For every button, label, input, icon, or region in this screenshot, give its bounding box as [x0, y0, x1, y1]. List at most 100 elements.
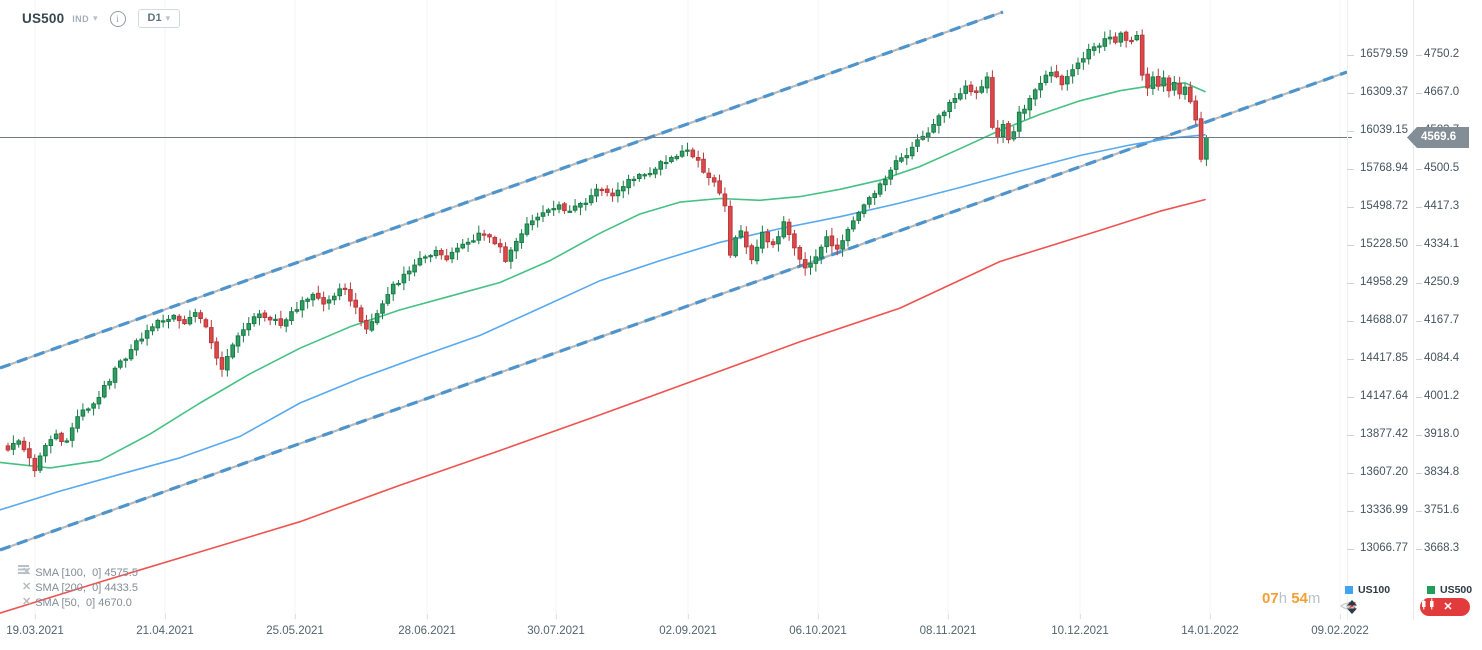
candle-body	[851, 220, 856, 230]
sma-100-line[interactable]	[0, 134, 1206, 511]
close-icon[interactable]: ✕	[22, 596, 32, 608]
us500-series-chip[interactable]: US500	[1427, 584, 1472, 596]
candle-body	[1161, 77, 1166, 87]
candle-body	[765, 231, 771, 243]
candle-body	[1156, 76, 1161, 87]
candle-body	[5, 445, 11, 451]
us100-axis-tick: 14417.85	[1360, 352, 1408, 364]
candle-body	[931, 124, 936, 133]
us500-axis-tick: 3668.3	[1424, 542, 1460, 554]
candle-body	[219, 357, 225, 370]
candle-body	[299, 300, 305, 311]
candlestick-icon	[1422, 598, 1434, 610]
candle-body	[107, 381, 112, 386]
time-axis-label: 21.04.2021	[136, 625, 194, 637]
candle-body	[1150, 76, 1156, 89]
us100-axis-tick: 14147.64	[1360, 390, 1408, 402]
candle-body	[519, 233, 524, 243]
candle-body	[706, 172, 712, 179]
candle-body	[802, 259, 808, 269]
candle-body	[621, 186, 626, 192]
candle-body	[754, 246, 760, 262]
candle-body	[760, 231, 765, 249]
candle-body	[711, 177, 717, 183]
candle-body	[358, 307, 364, 322]
candle-body	[321, 297, 326, 305]
candle-body	[792, 233, 797, 249]
close-icon[interactable]: ✕	[22, 581, 32, 593]
info-icon[interactable]: i	[109, 10, 126, 27]
candle-body	[941, 111, 947, 117]
candle-body	[385, 294, 391, 304]
close-chart-button[interactable]: ✕	[1420, 598, 1470, 616]
candle-body	[1102, 38, 1108, 47]
sma-label: SMA [200, 0]	[35, 581, 102, 594]
candle-body	[48, 439, 54, 447]
time-axis-label: 08.11.2021	[919, 625, 977, 637]
candle-body	[283, 319, 289, 327]
us100-axis-tick: 16039.15	[1360, 124, 1408, 136]
us100-axis-tickmark	[1347, 207, 1354, 208]
us500-axis-tickmark	[1416, 549, 1422, 550]
countdown-minutes-unit: m	[1307, 590, 1321, 607]
candle-body	[1123, 31, 1129, 41]
us100-axis-tick: 15768.94	[1360, 162, 1408, 174]
candle-body	[1027, 98, 1033, 111]
us500-axis-tickmark	[1416, 55, 1422, 56]
candle-body	[1054, 71, 1059, 78]
candle-body	[417, 257, 423, 266]
candle-body	[626, 179, 631, 189]
time-axis-label: 09.02.2022	[1311, 625, 1369, 637]
us500-axis-tickmark	[1416, 207, 1422, 208]
sort-arrows-icon[interactable]	[1346, 600, 1358, 614]
us100-series-chip[interactable]: US100	[1345, 584, 1390, 596]
candle-body	[364, 319, 369, 330]
candle-body	[75, 416, 80, 429]
candle-body	[1065, 76, 1070, 85]
candle-body	[310, 293, 316, 301]
settings-icon[interactable]	[18, 565, 29, 574]
timeframe-dropdown[interactable]: D1 ▾	[137, 9, 181, 28]
candle-body	[1006, 123, 1011, 141]
us100-axis-tickmark	[1347, 93, 1354, 94]
candle-body	[797, 247, 803, 260]
trend-channel-line-dashes[interactable]	[0, 70, 1347, 552]
candle-body	[856, 212, 862, 221]
us500-axis-tick: 4750.2	[1424, 48, 1460, 60]
candle-body	[439, 250, 444, 256]
candle-body	[909, 146, 915, 157]
sma-50-line[interactable]	[0, 82, 1206, 469]
candle-body	[326, 299, 332, 304]
us500-axis-tickmark	[1416, 511, 1422, 512]
candle-body	[717, 180, 722, 194]
us500-axis-tick: 4500.5	[1424, 162, 1460, 174]
candle-body	[27, 448, 32, 459]
time-axis-label: 30.07.2021	[527, 625, 585, 637]
trend-channel-line-dashes[interactable]	[0, 10, 1004, 370]
candle-body	[1022, 108, 1027, 114]
candle-body	[893, 160, 899, 170]
candle-body	[974, 90, 979, 94]
candle-body	[604, 188, 610, 193]
candle-body	[176, 315, 182, 322]
us500-axis-tick: 4417.3	[1424, 200, 1460, 212]
candle-body	[535, 216, 541, 221]
candle-body	[316, 292, 321, 299]
chart-header: US500 IND ▾ i D1 ▾	[22, 9, 181, 28]
time-axis-tickmark	[688, 614, 689, 619]
chevron-down-icon[interactable]: ▾	[92, 13, 98, 23]
candle-body	[246, 323, 251, 331]
time-axis-tickmark	[1210, 614, 1211, 619]
candle-body	[455, 247, 460, 253]
candle-body	[749, 245, 755, 261]
sma-200-line[interactable]	[0, 198, 1206, 614]
sma-legend-row: ✕ SMA [100, 0] 4575.5	[18, 565, 138, 580]
us100-axis-tickmark	[1347, 435, 1354, 436]
candle-body	[540, 212, 546, 217]
candle-body	[514, 240, 519, 252]
candle-body	[257, 313, 262, 319]
candle-body	[396, 282, 401, 286]
symbol-label[interactable]: US500	[22, 11, 65, 26]
us100-axis-tick: 13877.42	[1360, 428, 1408, 440]
close-icon[interactable]: ✕	[1347, 599, 1358, 613]
